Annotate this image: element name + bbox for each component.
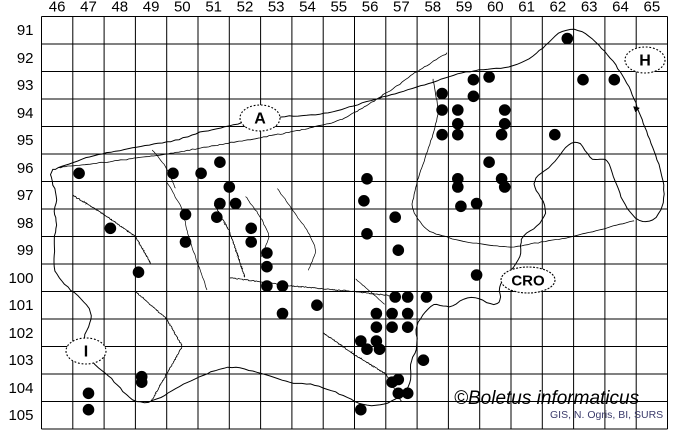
svg-text:59: 59: [456, 0, 473, 16]
svg-text:CRO: CRO: [511, 273, 545, 290]
svg-text:51: 51: [205, 0, 222, 16]
svg-text:H: H: [639, 53, 651, 70]
svg-text:52: 52: [237, 0, 254, 16]
svg-text:53: 53: [268, 0, 285, 16]
svg-text:103: 103: [8, 352, 33, 369]
svg-text:101: 101: [8, 297, 33, 314]
svg-text:100: 100: [8, 270, 33, 287]
svg-text:94: 94: [17, 105, 34, 122]
svg-text:93: 93: [17, 77, 34, 94]
svg-text:I: I: [84, 344, 88, 361]
svg-text:46: 46: [49, 0, 66, 16]
svg-text:91: 91: [17, 22, 34, 39]
svg-text:104: 104: [8, 380, 33, 397]
svg-text:96: 96: [17, 160, 34, 177]
svg-text:64: 64: [612, 0, 629, 16]
svg-text:95: 95: [17, 132, 34, 149]
svg-text:54: 54: [299, 0, 316, 16]
svg-text:48: 48: [111, 0, 128, 16]
svg-text:63: 63: [581, 0, 598, 16]
svg-text:A: A: [254, 111, 266, 128]
svg-text:99: 99: [17, 242, 34, 259]
svg-text:55: 55: [330, 0, 347, 16]
svg-text:47: 47: [80, 0, 97, 16]
svg-text:©Boletus informaticus: ©Boletus informaticus: [454, 388, 640, 409]
svg-text:98: 98: [17, 215, 34, 232]
svg-text:65: 65: [644, 0, 661, 16]
svg-text:105: 105: [8, 407, 33, 424]
svg-text:92: 92: [17, 50, 34, 67]
svg-text:60: 60: [487, 0, 504, 16]
svg-text:102: 102: [8, 325, 33, 342]
svg-text:50: 50: [174, 0, 191, 16]
svg-text:61: 61: [518, 0, 535, 16]
svg-text:49: 49: [143, 0, 160, 16]
svg-text:58: 58: [424, 0, 441, 16]
svg-text:GIS, N. Ogris, BI, SURS: GIS, N. Ogris, BI, SURS: [550, 409, 663, 421]
svg-text:97: 97: [17, 187, 34, 204]
svg-text:56: 56: [362, 0, 379, 16]
svg-text:62: 62: [550, 0, 567, 16]
svg-text:57: 57: [393, 0, 410, 16]
